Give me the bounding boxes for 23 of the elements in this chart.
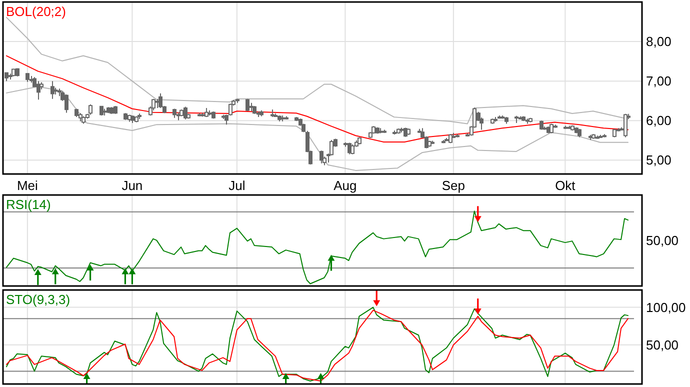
candlestick bbox=[64, 94, 68, 114]
candlestick bbox=[88, 104, 92, 116]
line-series bbox=[6, 55, 629, 142]
x-tick-label: Okt bbox=[555, 178, 576, 193]
x-tick-label: Jun bbox=[122, 178, 143, 193]
text: BOL(20;2) bbox=[6, 4, 66, 19]
y-tick-label: 6,00 bbox=[646, 113, 672, 128]
y-tick-label: 8,00 bbox=[646, 34, 672, 50]
text: STO(9,3,3) bbox=[6, 292, 70, 307]
candlestick bbox=[50, 80, 54, 100]
candlestick bbox=[624, 113, 628, 138]
x-tick-label: Jul bbox=[228, 178, 246, 193]
text: RSI(14) bbox=[6, 197, 51, 212]
candlestick bbox=[36, 80, 40, 100]
y-tick-label: 7,00 bbox=[646, 74, 672, 89]
candlestick bbox=[320, 150, 324, 164]
x-tick-label: Sep bbox=[442, 178, 466, 193]
x-tick-label: Aug bbox=[334, 178, 357, 193]
candlestick bbox=[184, 106, 188, 120]
y-tick-label: 5,00 bbox=[646, 152, 672, 168]
y-tick-label: 100,00 bbox=[646, 300, 686, 315]
y-tick-label: 50,00 bbox=[646, 337, 679, 352]
x-tick-label: Mei bbox=[16, 178, 38, 193]
